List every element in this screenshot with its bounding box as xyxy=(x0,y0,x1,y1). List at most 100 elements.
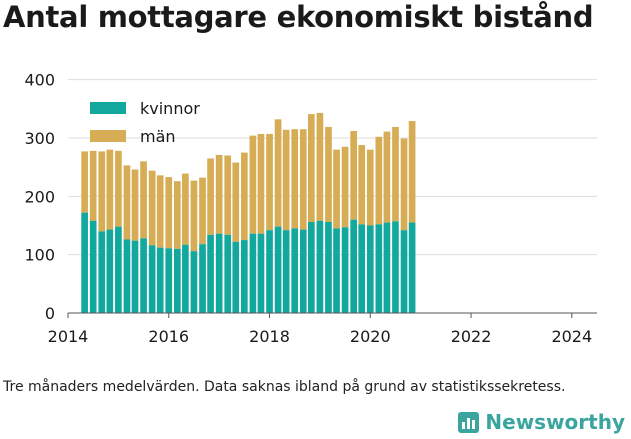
bar-kvinnor xyxy=(408,222,416,313)
bar-kvinnor xyxy=(358,224,366,313)
bar-kvinnor xyxy=(165,248,173,313)
bar-man xyxy=(98,151,106,232)
bar-man xyxy=(282,129,290,231)
bar-kvinnor xyxy=(307,222,315,313)
legend: kvinnor män xyxy=(90,99,200,146)
bar-kvinnor xyxy=(173,248,181,313)
x-tick-label: 2020 xyxy=(350,327,391,346)
bar-kvinnor xyxy=(375,224,383,313)
bar-man xyxy=(173,181,181,249)
bar-kvinnor xyxy=(400,230,408,313)
bar-kvinnor xyxy=(131,240,139,313)
bar-man xyxy=(115,150,122,227)
legend-swatch-kvinnor xyxy=(90,102,126,114)
bar-man xyxy=(81,151,88,213)
legend-label-man: män xyxy=(140,127,176,146)
newsworthy-chart-icon xyxy=(458,411,480,433)
bar-kvinnor xyxy=(140,238,147,313)
bar-man xyxy=(156,175,164,248)
bar-kvinnor xyxy=(81,212,88,313)
bar-kvinnor xyxy=(392,221,399,313)
bar-kvinnor xyxy=(240,240,248,313)
bar-kvinnor xyxy=(215,233,223,313)
x-tick-label: 2022 xyxy=(451,327,492,346)
legend-swatch-man xyxy=(90,130,126,142)
y-tick-label: 200 xyxy=(24,187,55,206)
bar-man xyxy=(207,158,214,235)
bar-man xyxy=(266,133,273,231)
y-tick-label: 400 xyxy=(24,71,55,90)
bar-kvinnor xyxy=(383,222,391,313)
bar-series xyxy=(81,112,416,313)
newsworthy-logo: Newsworthy xyxy=(458,408,625,436)
bar-kvinnor xyxy=(123,239,131,313)
x-tick-label: 2024 xyxy=(551,327,592,346)
bar-kvinnor xyxy=(89,220,97,313)
bar-man xyxy=(333,149,340,229)
x-tick-label: 2014 xyxy=(48,327,89,346)
bar-man xyxy=(190,180,198,252)
bar-man xyxy=(249,135,257,234)
brand-name: Newsworthy xyxy=(485,410,625,434)
bar-kvinnor xyxy=(316,220,324,313)
x-axis-tick-labels: 2014 2016 2018 2020 2022 2024 xyxy=(48,313,592,346)
x-tick-label: 2016 xyxy=(148,327,189,346)
bar-man xyxy=(140,161,147,239)
bar-kvinnor xyxy=(299,229,307,313)
bar-kvinnor xyxy=(341,227,349,313)
bar-kvinnor xyxy=(249,233,257,313)
bar-kvinnor xyxy=(190,251,198,313)
x-tick-label: 2018 xyxy=(249,327,290,346)
bar-man xyxy=(392,126,399,222)
bar-man xyxy=(148,170,156,246)
bar-man xyxy=(375,136,383,225)
bar-man xyxy=(341,146,349,228)
bar-man xyxy=(123,165,131,240)
bar-kvinnor xyxy=(232,241,240,313)
bar-kvinnor xyxy=(333,228,340,313)
bar-man xyxy=(291,129,299,229)
bar-man xyxy=(325,126,332,222)
bar-kvinnor xyxy=(350,219,358,313)
bar-man xyxy=(131,169,139,241)
bar-man xyxy=(350,131,358,220)
y-tick-label: 100 xyxy=(24,246,55,265)
bar-man xyxy=(215,154,223,234)
bar-man xyxy=(366,149,374,226)
y-tick-label: 0 xyxy=(45,304,55,323)
bar-man xyxy=(240,152,248,241)
bar-kvinnor xyxy=(366,225,374,313)
bar-kvinnor xyxy=(148,245,156,313)
bar-kvinnor xyxy=(266,230,273,313)
bar-kvinnor xyxy=(291,228,299,313)
bar-man xyxy=(89,150,97,221)
bar-man xyxy=(408,121,416,223)
bar-kvinnor xyxy=(274,226,282,313)
bar-man xyxy=(257,133,265,234)
bar-man xyxy=(182,173,189,245)
bar-man xyxy=(224,155,232,235)
bar-kvinnor xyxy=(257,233,265,313)
bar-man xyxy=(232,162,240,242)
chart-title: Antal mottagare ekonomiskt bistånd xyxy=(3,0,594,34)
bar-kvinnor xyxy=(224,234,232,313)
bar-kvinnor xyxy=(106,229,114,313)
y-tick-label: 300 xyxy=(24,129,55,148)
bar-man xyxy=(358,145,366,225)
bar-man xyxy=(316,112,324,221)
stacked-bar-chart: 0 100 200 300 400 2014 2016 2018 2020 2022 2024 k… xyxy=(24,71,597,346)
bar-man xyxy=(383,131,391,223)
bar-kvinnor xyxy=(282,230,290,313)
bar-kvinnor xyxy=(199,244,206,313)
bar-man xyxy=(299,129,307,230)
bar-kvinnor xyxy=(207,234,214,313)
chart-caption: Tre månaders medelvärden. Data saknas ib… xyxy=(3,379,566,395)
bar-man xyxy=(307,114,315,222)
y-gridlines xyxy=(68,79,597,256)
bar-man xyxy=(165,177,173,249)
bar-kvinnor xyxy=(325,222,332,313)
bar-kvinnor xyxy=(115,226,122,313)
bar-kvinnor xyxy=(182,244,189,313)
bar-man xyxy=(106,149,114,230)
bar-kvinnor xyxy=(98,231,106,313)
